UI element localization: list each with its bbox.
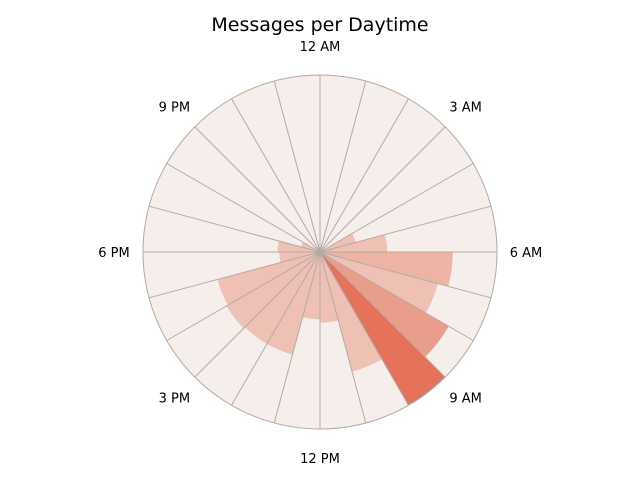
background-wedge (166, 126, 320, 252)
radial-grid-line (319, 126, 446, 253)
radial-grid-line (231, 98, 321, 253)
theta-tick-label: 3 PM (159, 392, 190, 407)
background-wedge (231, 81, 320, 252)
bar-hour-16 (217, 252, 320, 306)
theta-tick-labels: 12 AM 3 AM 6 AM 9 AM 12 PM 3 PM 6 PM 9 PM (98, 40, 542, 467)
grid-lines (142, 74, 498, 430)
theta-tick-label: 12 AM (300, 40, 341, 55)
radial-grid-line (166, 251, 321, 341)
background-wedge (194, 98, 320, 253)
radial-grid-line (319, 163, 474, 253)
radial-grid-line (273, 251, 321, 424)
radial-grid-line (194, 126, 321, 253)
background-wedge (320, 163, 491, 252)
radial-grid-line (148, 205, 321, 253)
radial-grid-line (319, 205, 492, 253)
radial-grid-line (319, 251, 492, 299)
bar-hour-7 (320, 252, 438, 314)
background-wedge (320, 81, 409, 252)
theta-tick-label: 9 PM (159, 100, 190, 115)
radial-grid-line (319, 98, 409, 253)
bar-hour-9 (320, 252, 446, 406)
radial-grid-line (319, 251, 409, 406)
radial-grid-line (319, 80, 367, 253)
theta-tick-label: 3 AM (449, 100, 482, 115)
background-wedge (320, 126, 474, 252)
theta-tick-label: 12 PM (300, 452, 340, 467)
data-bars (217, 233, 453, 406)
background-wedge (149, 163, 320, 252)
radial-grid-line (166, 163, 321, 253)
radial-grid-line (319, 251, 367, 424)
theta-tick-label: 6 PM (98, 246, 129, 261)
theta-tick-label: 9 AM (449, 392, 482, 407)
bar-hour-10 (320, 252, 382, 372)
bar-hour-8 (320, 252, 449, 358)
radial-grid-line (273, 80, 321, 253)
chart-title: Messages per Daytime (211, 14, 428, 36)
bar-hour-15 (226, 252, 320, 329)
radial-grid-line (319, 251, 446, 378)
radial-grid-line (148, 251, 321, 299)
radial-grid-line (319, 251, 474, 341)
radial-grid-line (231, 251, 321, 406)
bar-hour-13 (266, 252, 320, 355)
radial-grid-line (194, 251, 321, 378)
background-wedge (320, 98, 446, 253)
theta-tick-label: 6 AM (510, 246, 543, 261)
outer-circle (142, 74, 498, 430)
bar-hour-14 (244, 252, 320, 344)
